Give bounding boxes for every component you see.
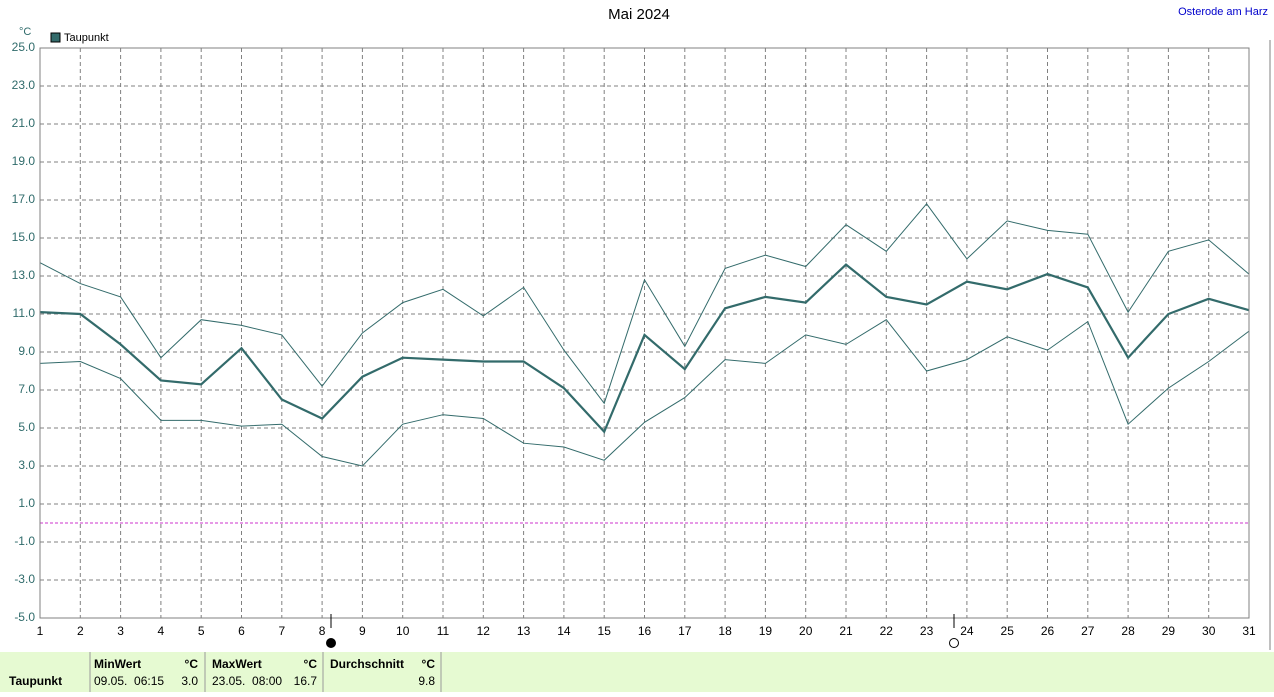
max-time: 23.05. 08:00: [212, 674, 282, 688]
x-tick-label: 22: [880, 624, 894, 638]
max-unit: °C: [304, 657, 318, 671]
summary: Taupunkt MinWert °C 09.05. 06:15 3.0 Max…: [9, 652, 442, 692]
min-unit: °C: [185, 657, 199, 671]
y-tick-label: 7.0: [18, 382, 35, 396]
x-tick-label: 21: [839, 624, 853, 638]
x-tick-label: 17: [678, 624, 692, 638]
y-tick-label: -1.0: [14, 534, 35, 548]
x-tick-label: 8: [319, 624, 326, 638]
avg-value: 9.8: [418, 674, 435, 688]
avg-header: Durchschnitt: [330, 657, 404, 671]
series-line: [39, 202, 1250, 405]
x-tick-label: 24: [960, 624, 974, 638]
y-tick-label: 13.0: [12, 268, 36, 282]
plot: -5.0 -3.0 -1.0 1.0 3.0 5.0 7.0 9.0 11.0 13.0 15.0 1…: [12, 40, 1256, 638]
x-tick-label: 3: [117, 624, 124, 638]
plot-border: [39, 47, 1250, 619]
y-tick-label: 5.0: [18, 420, 35, 434]
x-tick-label: 16: [638, 624, 652, 638]
x-tick-label: 23: [920, 624, 934, 638]
y-tick-label: 17.0: [12, 192, 36, 206]
x-tick-label: 27: [1081, 624, 1095, 638]
x-tick-label: 13: [517, 624, 531, 638]
y-tick-label: 1.0: [18, 496, 35, 510]
footer-bg: [0, 652, 1274, 692]
moon-new: [949, 638, 959, 648]
x-tick-label: 7: [278, 624, 285, 638]
x-tick-label: 2: [77, 624, 84, 638]
y-tick-label: 9.0: [18, 344, 35, 358]
x-tick-label: 5: [198, 624, 205, 638]
legend-label: Taupunkt: [64, 32, 109, 44]
series-line: [39, 319, 1250, 467]
legend: Taupunkt: [50, 32, 109, 44]
y-tick-label: 25.0: [12, 40, 36, 54]
x-tick-label: 28: [1121, 624, 1135, 638]
legend-swatch: [50, 32, 61, 43]
y-tick-label: 21.0: [12, 116, 36, 130]
y-tick-label: 11.0: [13, 306, 36, 320]
min-header: MinWert: [94, 657, 141, 671]
y-tick-label: 23.0: [12, 78, 36, 92]
x-tick-label: 12: [477, 624, 491, 638]
x-tick-label: 29: [1162, 624, 1176, 638]
max-header: MaxWert: [212, 657, 262, 671]
x-tick-label: 19: [759, 624, 773, 638]
moon-full: [326, 638, 336, 648]
x-tick-label: 31: [1242, 624, 1256, 638]
x-tick-label: 14: [557, 624, 571, 638]
x-tick-label: 15: [598, 624, 612, 638]
y-tick-label: -5.0: [14, 610, 35, 624]
y-tick-label: 3.0: [18, 458, 35, 472]
location: Osterode am Harz: [1178, 6, 1268, 18]
y-unit: °C: [19, 26, 31, 38]
x-tick-label: 10: [396, 624, 410, 638]
x-tick-label: 20: [799, 624, 813, 638]
avg-unit: °C: [422, 657, 436, 671]
series-line: [39, 263, 1250, 434]
max-value: 16.7: [294, 674, 318, 688]
y-tick-label: 19.0: [12, 154, 36, 168]
x-tick-label: 4: [158, 624, 165, 638]
x-tick-label: 1: [37, 624, 44, 638]
y-tick-label: 15.0: [12, 230, 36, 244]
x-tick-label: 26: [1041, 624, 1055, 638]
x-tick-label: 25: [1001, 624, 1015, 638]
y-tick-label: -3.0: [14, 572, 35, 586]
x-tick-label: 18: [718, 624, 732, 638]
x-tick-label: 11: [437, 624, 450, 638]
min-time: 09.05. 06:15: [94, 674, 164, 688]
min-value: 3.0: [181, 674, 198, 688]
summary-label: Taupunkt: [9, 674, 62, 688]
x-tick-label: 6: [238, 624, 245, 638]
x-tick-label: 30: [1202, 624, 1216, 638]
chart-title: Mai 2024: [608, 6, 670, 23]
x-tick-label: 9: [359, 624, 366, 638]
